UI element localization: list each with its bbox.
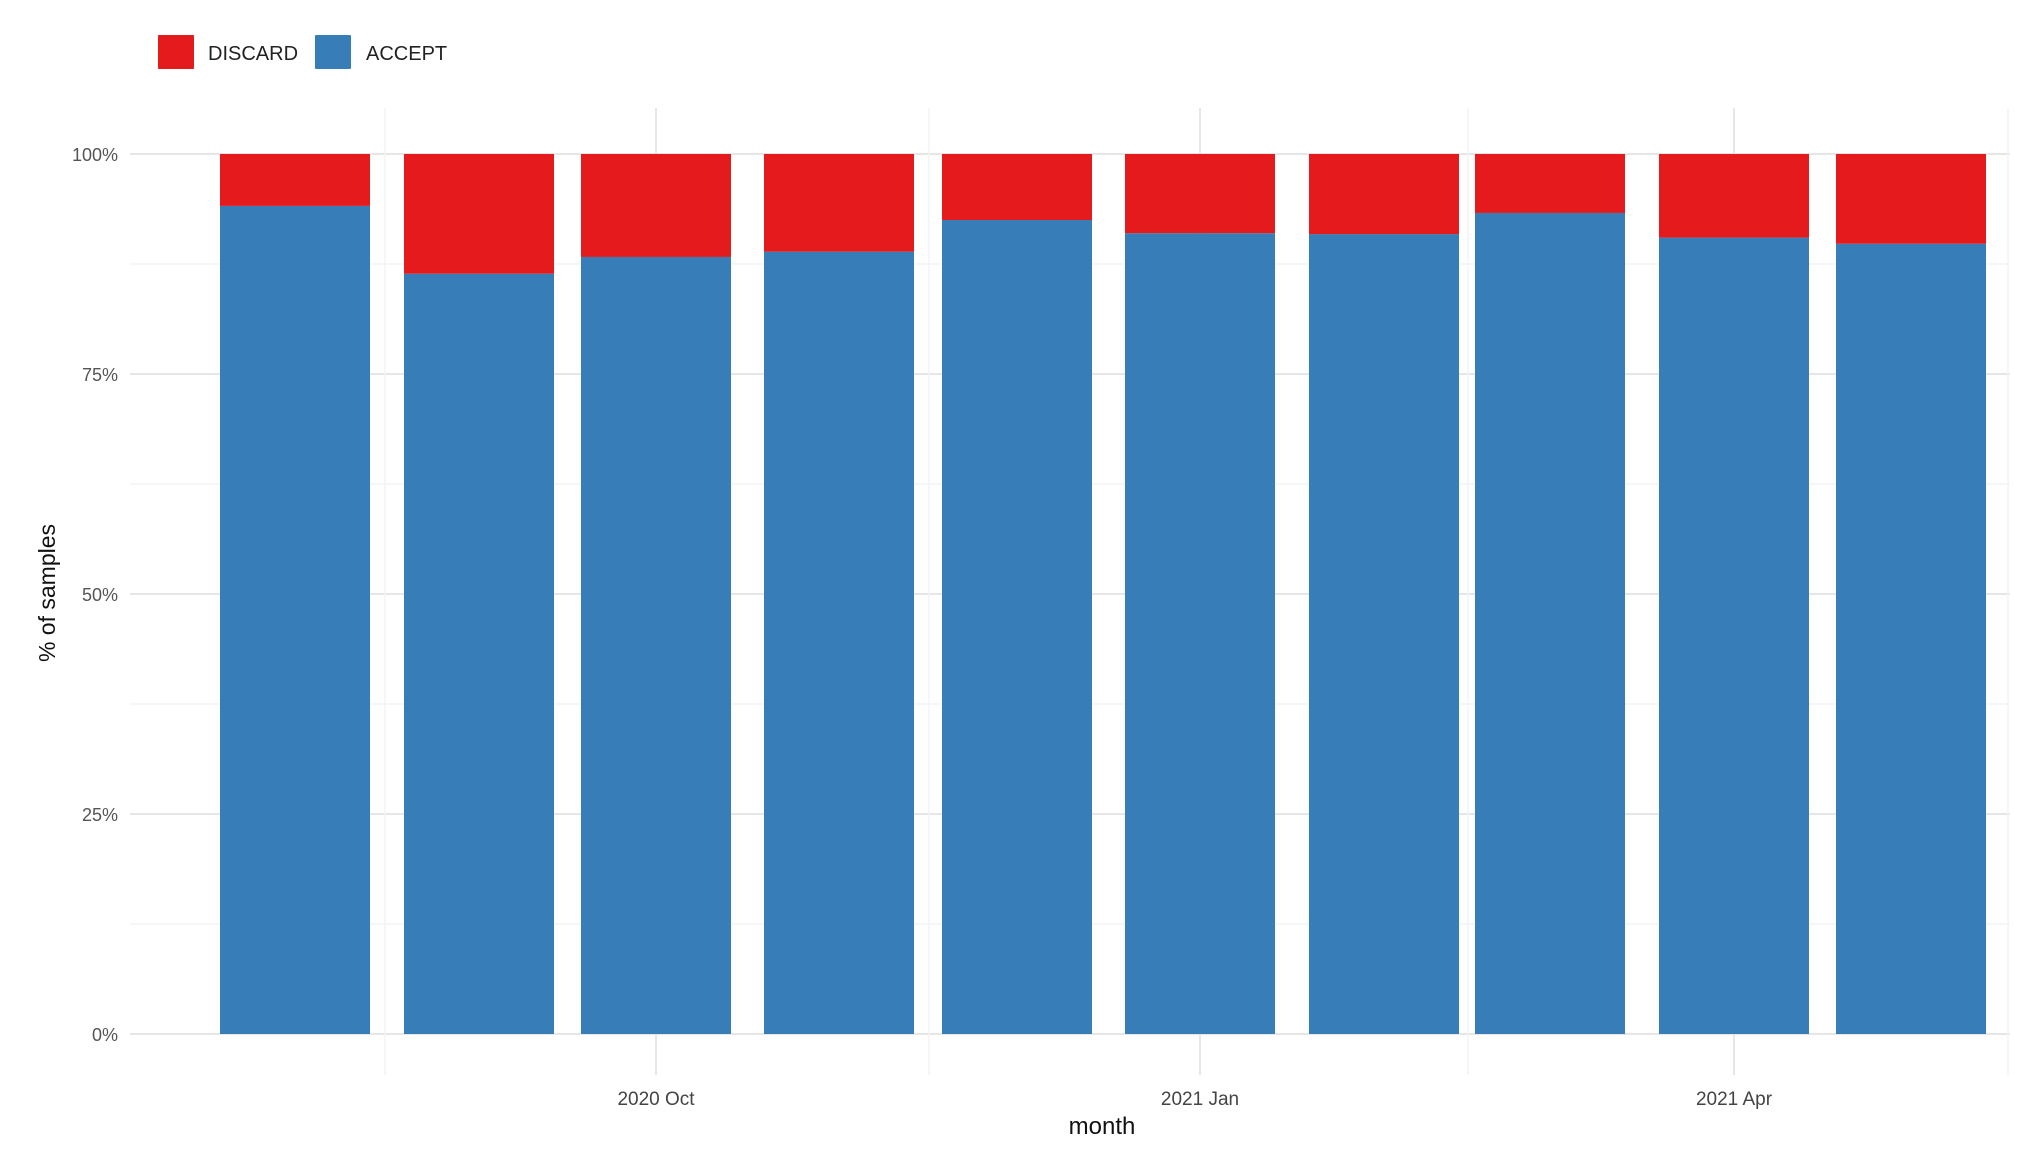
x-tick-label: 2021 Jan: [1161, 1089, 1239, 1110]
y-tick-label: 50%: [82, 585, 118, 605]
bar-discard: [1309, 154, 1459, 235]
legend-swatch-discard: [158, 35, 194, 69]
bar-accept: [1836, 243, 1986, 1034]
bar-accept: [1475, 212, 1625, 1034]
bar-discard: [220, 154, 370, 206]
bar-discard: [1836, 154, 1986, 244]
legend-label-discard: DISCARD: [208, 43, 298, 65]
y-tick-label: 100%: [72, 145, 118, 165]
bar-accept: [942, 220, 1092, 1034]
bar-discard: [1125, 154, 1275, 234]
bar-accept: [1309, 234, 1459, 1034]
y-tick-label: 0%: [92, 1025, 118, 1045]
bar-discard: [581, 154, 731, 257]
bar-accept: [1659, 237, 1809, 1035]
y-tick-label: 75%: [82, 365, 118, 385]
y-axis-title: % of samples: [34, 524, 60, 662]
bar-discard: [764, 154, 914, 252]
bar-discard: [404, 154, 554, 274]
bar-accept: [1125, 233, 1275, 1034]
y-axis: 0% 25% 50% 75% 100%: [72, 145, 118, 1045]
bar-accept: [581, 256, 731, 1035]
x-tick-label: 2020 Oct: [617, 1089, 695, 1110]
bar-discard: [1475, 154, 1625, 213]
x-axis: 2020 Oct 2021 Jan 2021 Apr: [617, 1089, 1772, 1110]
x-tick-label: 2021 Apr: [1696, 1089, 1773, 1110]
bar-accept: [404, 273, 554, 1034]
x-axis-title: month: [1069, 1113, 1136, 1140]
bar-discard: [942, 154, 1092, 220]
legend-swatch-accept: [315, 35, 351, 69]
bar-accept: [764, 251, 914, 1034]
bar-discard: [1659, 154, 1809, 238]
bars: [220, 154, 1986, 1035]
y-tick-label: 25%: [82, 805, 118, 825]
bar-accept: [220, 205, 370, 1035]
legend-label-accept: ACCEPT: [366, 43, 447, 65]
legend: DISCARD ACCEPT: [158, 35, 447, 69]
